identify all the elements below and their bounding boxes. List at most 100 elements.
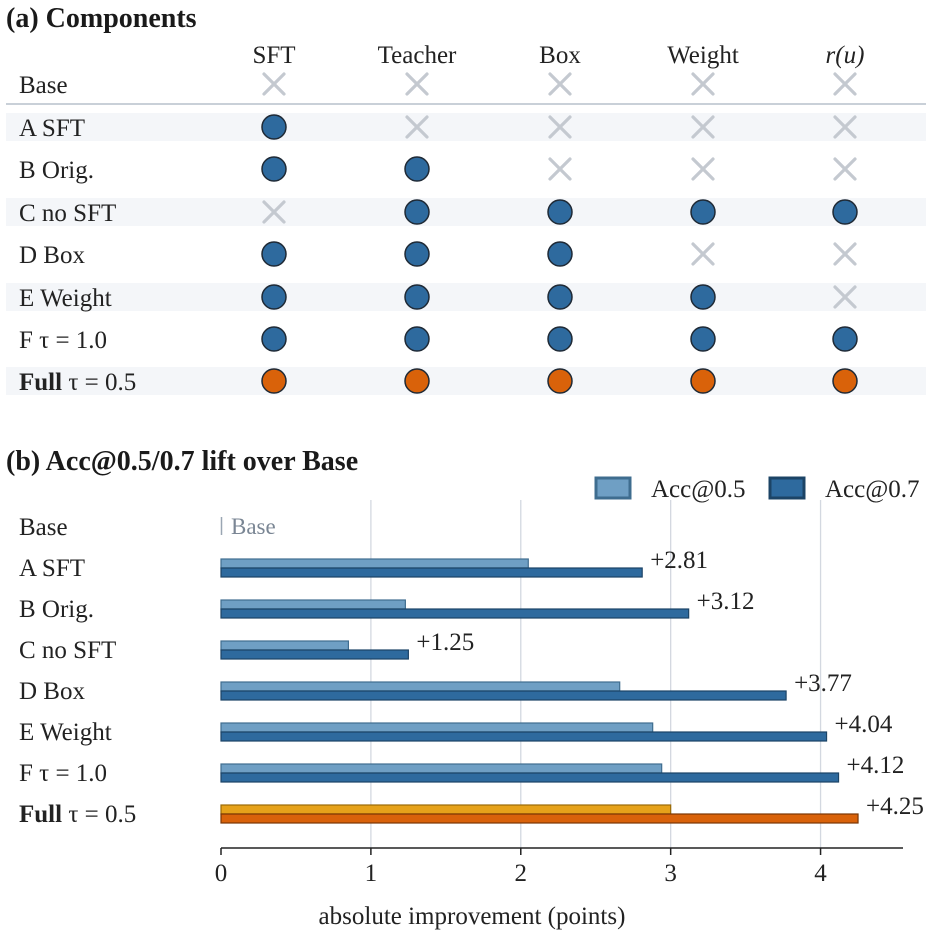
- row-label-text: D Box: [19, 242, 85, 269]
- component-row: D Box: [19, 241, 857, 269]
- col-header-teacher: Teacher: [378, 42, 457, 69]
- legend-label: Acc@0.7: [825, 476, 920, 503]
- component-rows: Base A SFT B Orig. C no SFT D Box E Weight F τ…: [19, 72, 858, 396]
- full-dot-icon: [690, 368, 716, 394]
- component-row: C no SFT: [19, 199, 858, 227]
- component-row: A SFT: [19, 114, 857, 142]
- category-label: A SFT: [19, 555, 85, 582]
- cross-icon: [405, 115, 429, 139]
- cross-stroke: [833, 115, 857, 139]
- included-dot-icon: [261, 156, 287, 182]
- panel-a-title: (a) Components: [6, 3, 197, 34]
- cross-icon: [833, 242, 857, 266]
- row-label: C no SFT: [19, 200, 116, 227]
- category-label-text: τ = 0.5: [62, 801, 136, 828]
- included-dot-icon: [261, 284, 287, 310]
- row-label: Base: [19, 72, 68, 99]
- base-reference-label: Base: [231, 514, 276, 539]
- full-dot-icon: [832, 368, 858, 394]
- component-row: Base: [19, 72, 857, 99]
- cross-icon: [262, 200, 286, 224]
- col-header-sft: SFT: [252, 42, 295, 69]
- component-row: Full τ = 0.5: [19, 368, 858, 396]
- row-label: D Box: [19, 242, 85, 269]
- cross-icon: [833, 285, 857, 309]
- bar-acc05: [220, 640, 350, 651]
- row-label: B Orig.: [19, 157, 94, 184]
- bar-acc07: [220, 813, 859, 824]
- bar-acc07: [220, 608, 690, 619]
- cross-icon: [833, 157, 857, 181]
- row-label-text: A SFT: [19, 115, 85, 142]
- component-row: E Weight: [19, 284, 857, 312]
- cross-icon: [262, 72, 286, 96]
- bar-acc07: [220, 690, 787, 701]
- category-label-bold: Full: [19, 801, 62, 828]
- bar-acc05: [220, 804, 672, 815]
- cross-stroke: [833, 242, 857, 266]
- component-row: F τ = 1.0: [19, 326, 858, 354]
- x-tick-label: 3: [664, 860, 677, 887]
- row-label-text: B Orig.: [19, 157, 94, 184]
- panel-b: (b) Acc@0.5/0.7 lift over Base Acc@0.5 Ac…: [6, 446, 924, 930]
- bar-acc05: [220, 558, 529, 569]
- cross-icon: [691, 115, 715, 139]
- bar-acc05: [220, 599, 406, 610]
- gridlines: [370, 500, 822, 848]
- legend-label: Acc@0.5: [651, 476, 746, 503]
- row-label: A SFT: [19, 115, 85, 142]
- x-axis: 0 1 2 3 4: [215, 847, 903, 887]
- data-label: +1.25: [416, 629, 474, 656]
- bar-acc07: [220, 731, 828, 742]
- cross-stroke: [833, 72, 857, 96]
- cross-stroke: [548, 72, 572, 96]
- included-dot-icon: [690, 199, 716, 225]
- category-label: E Weight: [19, 719, 112, 746]
- cross-icon: [548, 72, 572, 96]
- data-label: +4.04: [835, 711, 893, 738]
- row-label-text: E Weight: [19, 285, 112, 312]
- data-label: +4.12: [847, 752, 905, 779]
- bar-acc07: [220, 567, 643, 578]
- col-header-weight: Weight: [667, 42, 739, 69]
- panel-b-title: (b) Acc@0.5/0.7 lift over Base: [6, 446, 358, 477]
- cross-icon: [405, 72, 429, 96]
- x-tick-label: 4: [814, 860, 827, 887]
- row-label: Full τ = 0.5: [19, 369, 136, 396]
- full-dot-icon: [404, 368, 430, 394]
- category-label: D Box: [19, 678, 85, 705]
- included-dot-icon: [832, 199, 858, 225]
- cross-stroke: [548, 115, 572, 139]
- cross-stroke: [833, 285, 857, 309]
- row-stripe: [6, 113, 926, 141]
- x-tick-label: 1: [365, 860, 378, 887]
- cross-stroke: [691, 157, 715, 181]
- x-axis-label: absolute improvement (points): [319, 903, 626, 930]
- category-labels: Base A SFT B Orig. C no SFT D Box E Weight F τ…: [19, 514, 136, 828]
- legend-swatch: [594, 476, 632, 500]
- category-label: F τ = 1.0: [19, 760, 107, 787]
- cross-icon: [691, 157, 715, 181]
- cross-stroke: [405, 72, 429, 96]
- cross-icon: [691, 72, 715, 96]
- row-label: E Weight: [19, 285, 112, 312]
- cross-icon: [548, 115, 572, 139]
- cross-stroke: [691, 115, 715, 139]
- row-stripe: [6, 367, 926, 395]
- full-dot-icon: [261, 368, 287, 394]
- cross-icon: [833, 72, 857, 96]
- col-header-box: Box: [539, 42, 581, 69]
- bars: Base +2.81 +3.12 +1.25 +3.77 +4.04 +4.12 +4.25: [220, 514, 924, 824]
- cross-stroke: [548, 157, 572, 181]
- cross-stroke: [833, 157, 857, 181]
- category-label: Base: [19, 514, 68, 541]
- row-stripe: [6, 198, 926, 226]
- component-headers: SFT Teacher Box Weight r(u): [252, 42, 864, 69]
- row-label-text: Base: [19, 72, 68, 99]
- component-row: B Orig.: [19, 156, 857, 184]
- bar-acc05: [220, 763, 663, 774]
- row-label-text: τ = 0.5: [62, 369, 136, 396]
- included-dot-icon: [690, 284, 716, 310]
- category-label: Full τ = 0.5: [19, 801, 136, 828]
